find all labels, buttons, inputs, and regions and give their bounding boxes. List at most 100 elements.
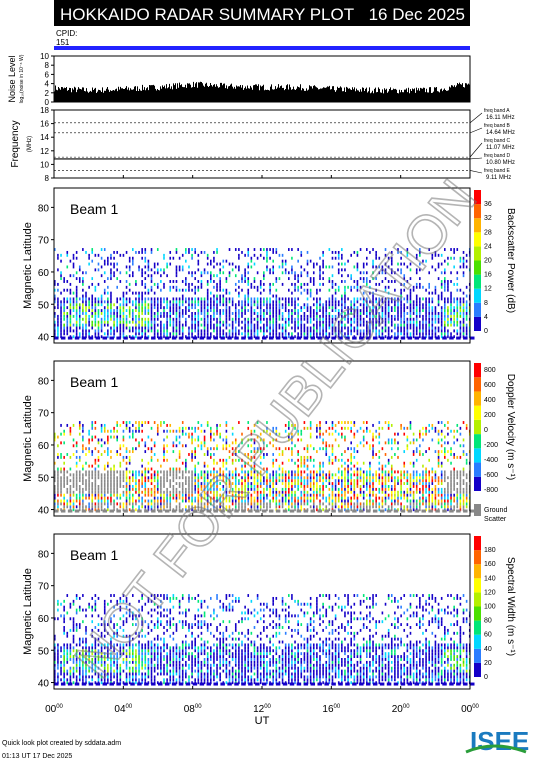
velocity-cell: [337, 458, 340, 462]
power-cell: [319, 268, 321, 272]
velocity-cell: [291, 458, 293, 462]
power-cell: [72, 329, 75, 333]
velocity-cell: [250, 496, 253, 500]
power-cell: [150, 317, 153, 321]
power-cell: [453, 282, 455, 286]
velocity-cell: [275, 476, 278, 480]
power-cell: [181, 294, 184, 298]
velocity-cell: [350, 482, 352, 485]
velocity-cell: [178, 435, 181, 439]
velocity-cell: [403, 505, 406, 509]
velocity-cell: [309, 493, 312, 497]
velocity-cell: [309, 421, 312, 424]
velocity-cell: [259, 479, 262, 483]
velocity-cell: [362, 435, 365, 439]
power-cell: [94, 300, 97, 304]
velocity-cell: [72, 479, 75, 483]
power-cell: [216, 294, 218, 298]
velocity-cell: [344, 505, 346, 509]
velocity-cell: [107, 461, 109, 465]
velocity-cell: [194, 429, 196, 433]
velocity-cell: [303, 496, 306, 500]
velocity-cell: [169, 470, 172, 474]
power-cell: [406, 320, 409, 324]
power-cell: [359, 332, 362, 336]
velocity-cell: [356, 505, 359, 509]
velocity-cell: [156, 479, 159, 483]
power-cell: [387, 256, 390, 260]
power-cell: [272, 294, 274, 298]
power-cell: [456, 288, 459, 292]
power-cell: [263, 271, 265, 275]
velocity-cell: [334, 505, 337, 509]
velocity-cell: [78, 479, 81, 483]
velocity-cell: [82, 450, 84, 454]
power-cell: [390, 262, 393, 266]
power-cell: [300, 329, 303, 333]
velocity-cell: [113, 493, 115, 497]
power-cell: [356, 306, 359, 310]
power-cell: [366, 320, 368, 324]
velocity-cell: [372, 435, 374, 439]
velocity-cell: [347, 473, 349, 477]
velocity-cell: [244, 470, 246, 474]
power-cell: [372, 271, 374, 275]
power-cell: [341, 317, 343, 321]
power-cell: [288, 312, 290, 315]
velocity-cell: [328, 458, 331, 462]
velocity-cell: [141, 464, 143, 468]
velocity-cell: [356, 508, 359, 512]
power-cell: [153, 306, 156, 310]
power-cell: [269, 285, 271, 289]
velocity-cell: [325, 496, 328, 500]
velocity-cell: [216, 476, 218, 480]
power-cell: [100, 265, 103, 269]
power-cell: [444, 312, 446, 315]
velocity-cell: [284, 473, 287, 477]
velocity-cell: [347, 476, 349, 480]
power-cell: [175, 285, 178, 289]
velocity-cell: [263, 490, 265, 494]
velocity-cell: [381, 426, 384, 430]
velocity-cell: [397, 447, 399, 451]
power-cell: [91, 277, 94, 281]
power-low-band: [379, 336, 385, 340]
power-cell: [356, 268, 359, 272]
power-cell: [91, 303, 94, 307]
velocity-cell: [356, 502, 359, 506]
velocity-cell: [138, 444, 140, 448]
velocity-cell: [306, 455, 309, 459]
velocity-cell: [69, 490, 72, 494]
velocity-cell: [341, 476, 343, 480]
power-cell: [428, 320, 430, 324]
velocity-cell: [138, 470, 140, 474]
velocity-cell: [91, 438, 94, 442]
velocity-cell: [172, 473, 175, 477]
power-cell: [238, 256, 240, 260]
velocity-cell: [316, 496, 318, 500]
power-cell: [269, 248, 271, 251]
power-cell: [384, 309, 387, 312]
velocity-cell: [216, 473, 218, 477]
power-cell: [434, 320, 437, 324]
power-cell: [425, 332, 427, 336]
velocity-cell: [128, 490, 131, 494]
power-cell: [75, 288, 78, 292]
power-cell: [210, 277, 212, 281]
power-cell: [119, 271, 122, 275]
power-cell: [194, 303, 196, 307]
velocity-cell: [278, 505, 281, 509]
power-cell: [188, 303, 190, 307]
power-cell: [219, 332, 221, 336]
power-cell: [319, 277, 321, 281]
velocity-cell: [88, 502, 90, 506]
power-cell: [428, 329, 430, 333]
power-cell: [94, 332, 97, 336]
power-cell: [147, 317, 150, 321]
power-cell: [394, 314, 396, 318]
power-cell: [113, 314, 115, 318]
power-cell: [125, 291, 128, 295]
power-cell: [122, 309, 125, 312]
power-cell: [181, 314, 184, 318]
velocity-cell: [169, 485, 172, 488]
